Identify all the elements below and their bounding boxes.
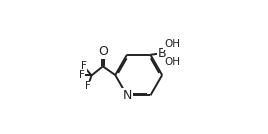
Text: B: B: [158, 47, 167, 60]
Text: F: F: [85, 81, 91, 91]
Text: F: F: [79, 70, 84, 80]
Text: OH: OH: [164, 39, 180, 49]
Text: OH: OH: [164, 57, 180, 67]
Text: O: O: [99, 45, 108, 58]
Text: F: F: [81, 62, 87, 71]
Text: N: N: [122, 89, 132, 102]
